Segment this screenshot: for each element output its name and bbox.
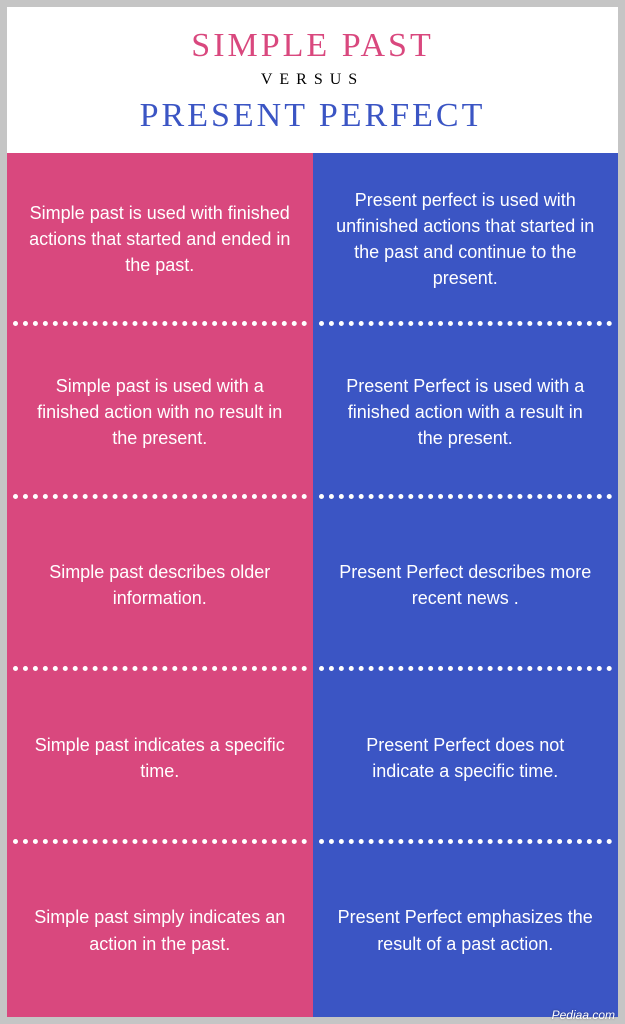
title-simple-past: SIMPLE PAST — [17, 27, 608, 65]
right-cell: Present perfect is used with unfinished … — [313, 153, 619, 326]
left-cell: Simple past is used with finished action… — [7, 153, 313, 326]
title-present-perfect: PRESENT PERFECT — [17, 97, 608, 135]
left-cell: Simple past describes older information. — [7, 499, 313, 672]
header: SIMPLE PAST VERSUS PRESENT PERFECT — [7, 7, 618, 153]
infographic-container: SIMPLE PAST VERSUS PRESENT PERFECT Simpl… — [7, 7, 618, 1017]
right-cell: Present Perfect does not indicate a spec… — [313, 671, 619, 844]
column-present-perfect: Present perfect is used with unfinished … — [313, 153, 619, 1017]
title-versus: VERSUS — [17, 71, 608, 89]
left-cell: Simple past indicates a specific time. — [7, 671, 313, 844]
right-cell: Present Perfect is used with a finished … — [313, 326, 619, 499]
comparison-columns: Simple past is used with finished action… — [7, 153, 618, 1017]
left-cell: Simple past simply indicates an action i… — [7, 844, 313, 1017]
left-cell: Simple past is used with a finished acti… — [7, 326, 313, 499]
right-cell: Present Perfect describes more recent ne… — [313, 499, 619, 672]
column-simple-past: Simple past is used with finished action… — [7, 153, 313, 1017]
attribution: Pediaa.com — [552, 1008, 615, 1022]
right-cell: Present Perfect emphasizes the result of… — [313, 844, 619, 1017]
